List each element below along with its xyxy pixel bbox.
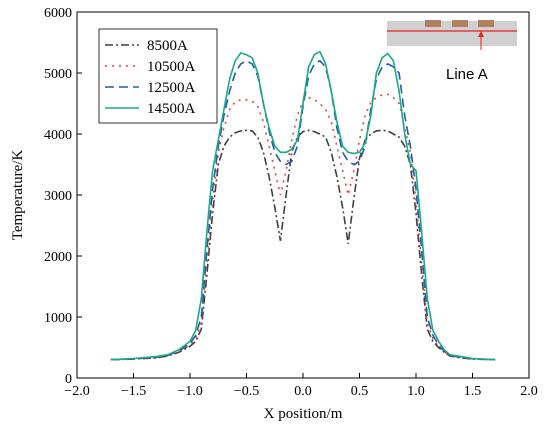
legend-label: 10500A [147, 59, 196, 75]
plot-lines [110, 50, 496, 361]
series-line-10500A [110, 93, 496, 361]
x-tick-label: 0.5 [351, 384, 369, 399]
legend-label: 12500A [147, 80, 196, 96]
series-line-12500A [110, 59, 496, 361]
x-tick-label: −0.5 [234, 384, 259, 399]
x-tick-label: −1.0 [177, 384, 202, 399]
y-tick-label: 2000 [44, 250, 72, 265]
y-tick-label: 4000 [44, 128, 72, 143]
y-tick-label: 1000 [44, 311, 72, 326]
y-tick-label: 0 [65, 372, 72, 387]
series-line-14500A [110, 50, 496, 361]
inset-bar-1 [425, 20, 441, 27]
x-tick-label: 1.0 [407, 384, 425, 399]
x-axis-title: X position/m [264, 406, 343, 422]
x-tick-label: 1.5 [464, 384, 482, 399]
legend-label: 14500A [147, 101, 196, 117]
inset-bar-3 [478, 20, 494, 27]
y-tick-label: 3000 [44, 189, 72, 204]
x-tick-label: 2.0 [520, 384, 538, 399]
legend: 8500A 10500A 12500A 14500A [98, 28, 218, 124]
inset-arrow-head [478, 31, 484, 37]
y-tick-label: 5000 [44, 67, 72, 82]
legend-label: 8500A [147, 38, 188, 54]
y-tick-label: 6000 [44, 6, 72, 21]
x-tick-label: −2.0 [64, 384, 89, 399]
inset-diagram: Line A [387, 20, 517, 83]
series-line-8500A [110, 129, 496, 361]
x-tick-label: 0.0 [294, 384, 312, 399]
inset-bar-2 [452, 20, 468, 27]
y-axis-title: Temperature/K [10, 150, 26, 241]
x-tick-label: −1.5 [121, 384, 146, 399]
inset-label: Line A [446, 66, 488, 83]
axes: −2.0 −1.5 −1.0 −0.5 0.0 0.5 1.0 1.5 2.0 0 1000 2000… [44, 6, 538, 399]
